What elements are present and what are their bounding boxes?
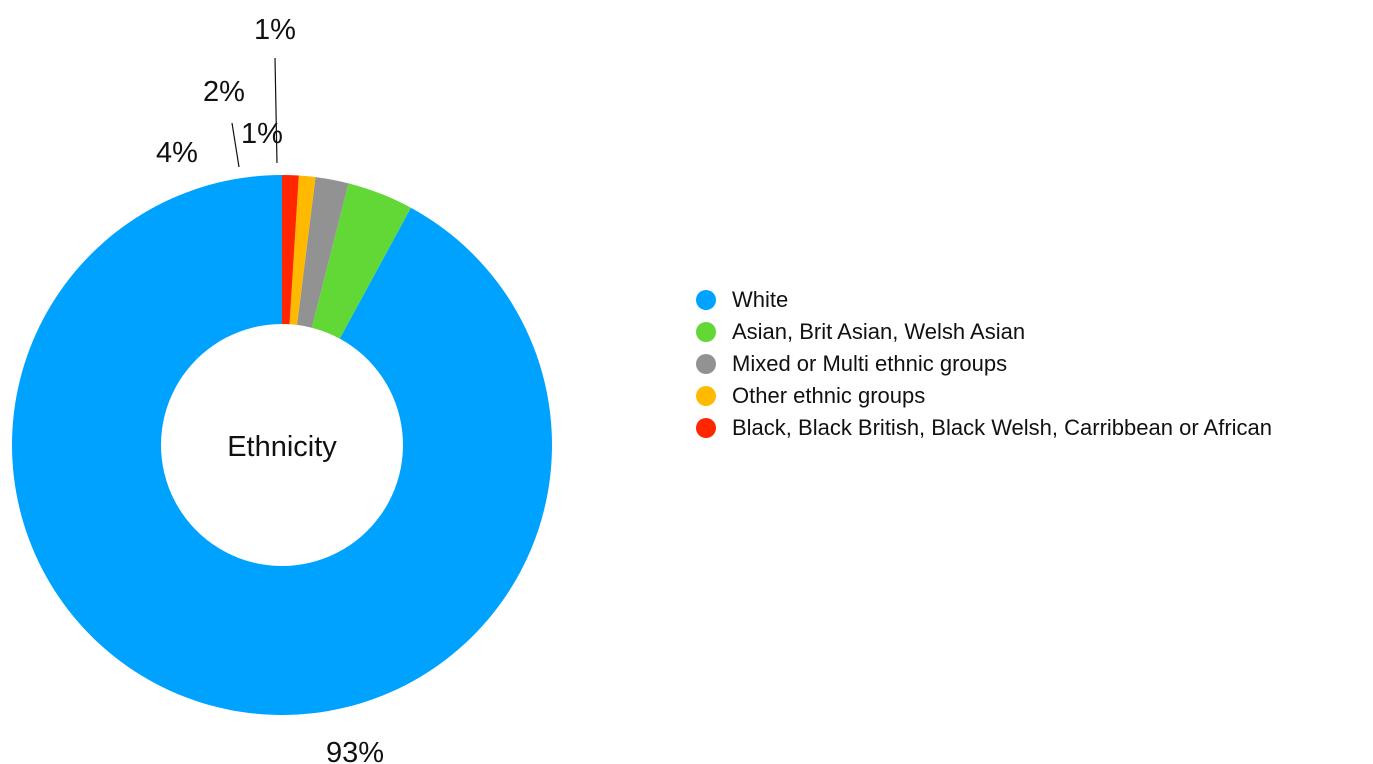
slice-5 <box>282 175 299 325</box>
legend-item: White <box>696 284 1272 316</box>
legend-label: Mixed or Multi ethnic groups <box>732 351 1008 376</box>
legend: White Asian, Brit Asian, Welsh Asian Mixed… <box>696 284 1272 444</box>
legend-item: Other ethnic groups <box>696 380 1272 412</box>
legend-label: White <box>732 287 789 312</box>
slice-3 <box>297 177 349 328</box>
value-label-1: 93% <box>326 737 384 764</box>
legend-item: Mixed or Multi ethnic groups <box>696 348 1272 380</box>
value-label-3: 2% <box>203 76 245 108</box>
donut-slices <box>12 175 553 715</box>
value-labels: 93% 4%2% 1% 1% <box>156 14 384 764</box>
value-label-5: 1% <box>254 14 296 46</box>
donut-chart: 93% 4%2% 1% 1% Ethnicity <box>12 14 553 764</box>
legend-label: Other ethnic groups <box>732 383 926 408</box>
slice-2 <box>311 183 411 339</box>
legend-item: Black, Black British, Black Welsh, Carri… <box>696 412 1272 444</box>
legend-label: Black, Black British, Black Welsh, Carri… <box>732 415 1273 440</box>
legend-swatch <box>696 290 716 310</box>
legend-label: Asian, Brit Asian, Welsh Asian <box>732 319 1026 344</box>
value-label-2: 4% <box>156 137 198 169</box>
leader-line-3 <box>231 122 240 168</box>
slice-4 <box>289 175 316 325</box>
label-leader-lines <box>231 57 278 168</box>
value-label-4: 1% <box>241 118 283 150</box>
legend-swatch <box>696 322 716 342</box>
leader-line-5 <box>274 57 278 164</box>
legend-swatch <box>696 418 716 438</box>
slice-1 <box>12 175 553 715</box>
legend-swatch <box>696 354 716 374</box>
center-label: Ethnicity <box>227 431 337 463</box>
legend-swatch <box>696 386 716 406</box>
legend-item: Asian, Brit Asian, Welsh Asian <box>696 316 1272 348</box>
